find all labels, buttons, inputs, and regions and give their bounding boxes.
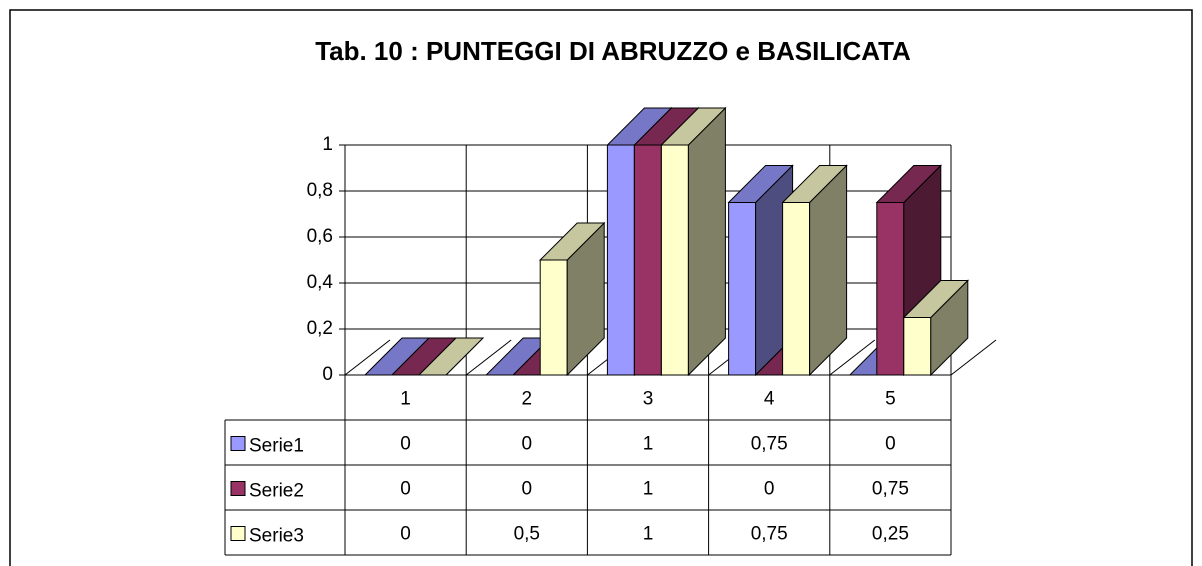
y-tick-label: 0,2 xyxy=(307,318,333,339)
bar-front xyxy=(876,202,905,376)
bar xyxy=(660,106,727,377)
bar-top xyxy=(538,222,606,261)
bar-front xyxy=(782,202,811,376)
y-tick-label: 0,8 xyxy=(307,180,333,201)
y-tick-label: 0,4 xyxy=(307,272,334,293)
bar-side xyxy=(687,106,726,377)
bar-front xyxy=(539,259,568,376)
legend-label: Serie1 xyxy=(249,436,304,457)
table-value: 0,75 xyxy=(872,479,909,500)
y-tick-label: 0,6 xyxy=(307,226,333,247)
x-tick-label: 3 xyxy=(643,389,654,410)
y-tick-label: 0 xyxy=(322,364,333,385)
legend-label: Serie3 xyxy=(249,526,304,547)
bar xyxy=(538,221,606,377)
legend-key xyxy=(230,481,246,496)
table-value: 0,25 xyxy=(872,524,909,545)
bar xyxy=(781,164,848,377)
table-value: 0,75 xyxy=(751,524,788,545)
floor-line xyxy=(950,339,997,376)
table-value: 0 xyxy=(764,479,775,500)
bar-top xyxy=(781,165,848,203)
table-value: 0 xyxy=(522,479,533,500)
table-value: 0,75 xyxy=(751,434,788,455)
bar-top xyxy=(727,165,794,203)
table-value: 1 xyxy=(643,524,654,545)
x-tick-label: 1 xyxy=(400,389,411,410)
floor-line xyxy=(465,339,512,376)
legend-key xyxy=(230,526,246,541)
legend-label: Serie2 xyxy=(249,481,304,502)
bar-front xyxy=(606,144,635,376)
bar-front xyxy=(903,317,932,376)
bar-top xyxy=(902,280,970,318)
table-value: 0 xyxy=(400,524,411,545)
bar-front xyxy=(660,144,689,376)
table-value: 0 xyxy=(400,434,411,455)
table-value: 0 xyxy=(885,434,896,455)
x-tick-label: 2 xyxy=(522,389,533,410)
x-tick-label: 5 xyxy=(885,389,896,410)
table-value: 1 xyxy=(643,479,654,500)
bar-front xyxy=(633,144,662,376)
floor-line xyxy=(344,339,391,376)
table-value: 0 xyxy=(522,434,533,455)
table-value: 0 xyxy=(400,479,411,500)
legend-key xyxy=(230,436,246,451)
table-value: 0,5 xyxy=(514,524,540,545)
floor-line xyxy=(829,339,876,376)
y-tick-label: 1 xyxy=(322,134,333,155)
chart-title: Tab. 10 : PUNTEGGI DI ABRUZZO e BASILICA… xyxy=(315,36,911,66)
table-value: 1 xyxy=(643,434,654,455)
bar-top xyxy=(660,107,727,146)
x-tick-label: 4 xyxy=(764,389,775,410)
bar-top xyxy=(875,165,943,203)
bar-front xyxy=(728,202,757,376)
bar xyxy=(902,279,970,377)
